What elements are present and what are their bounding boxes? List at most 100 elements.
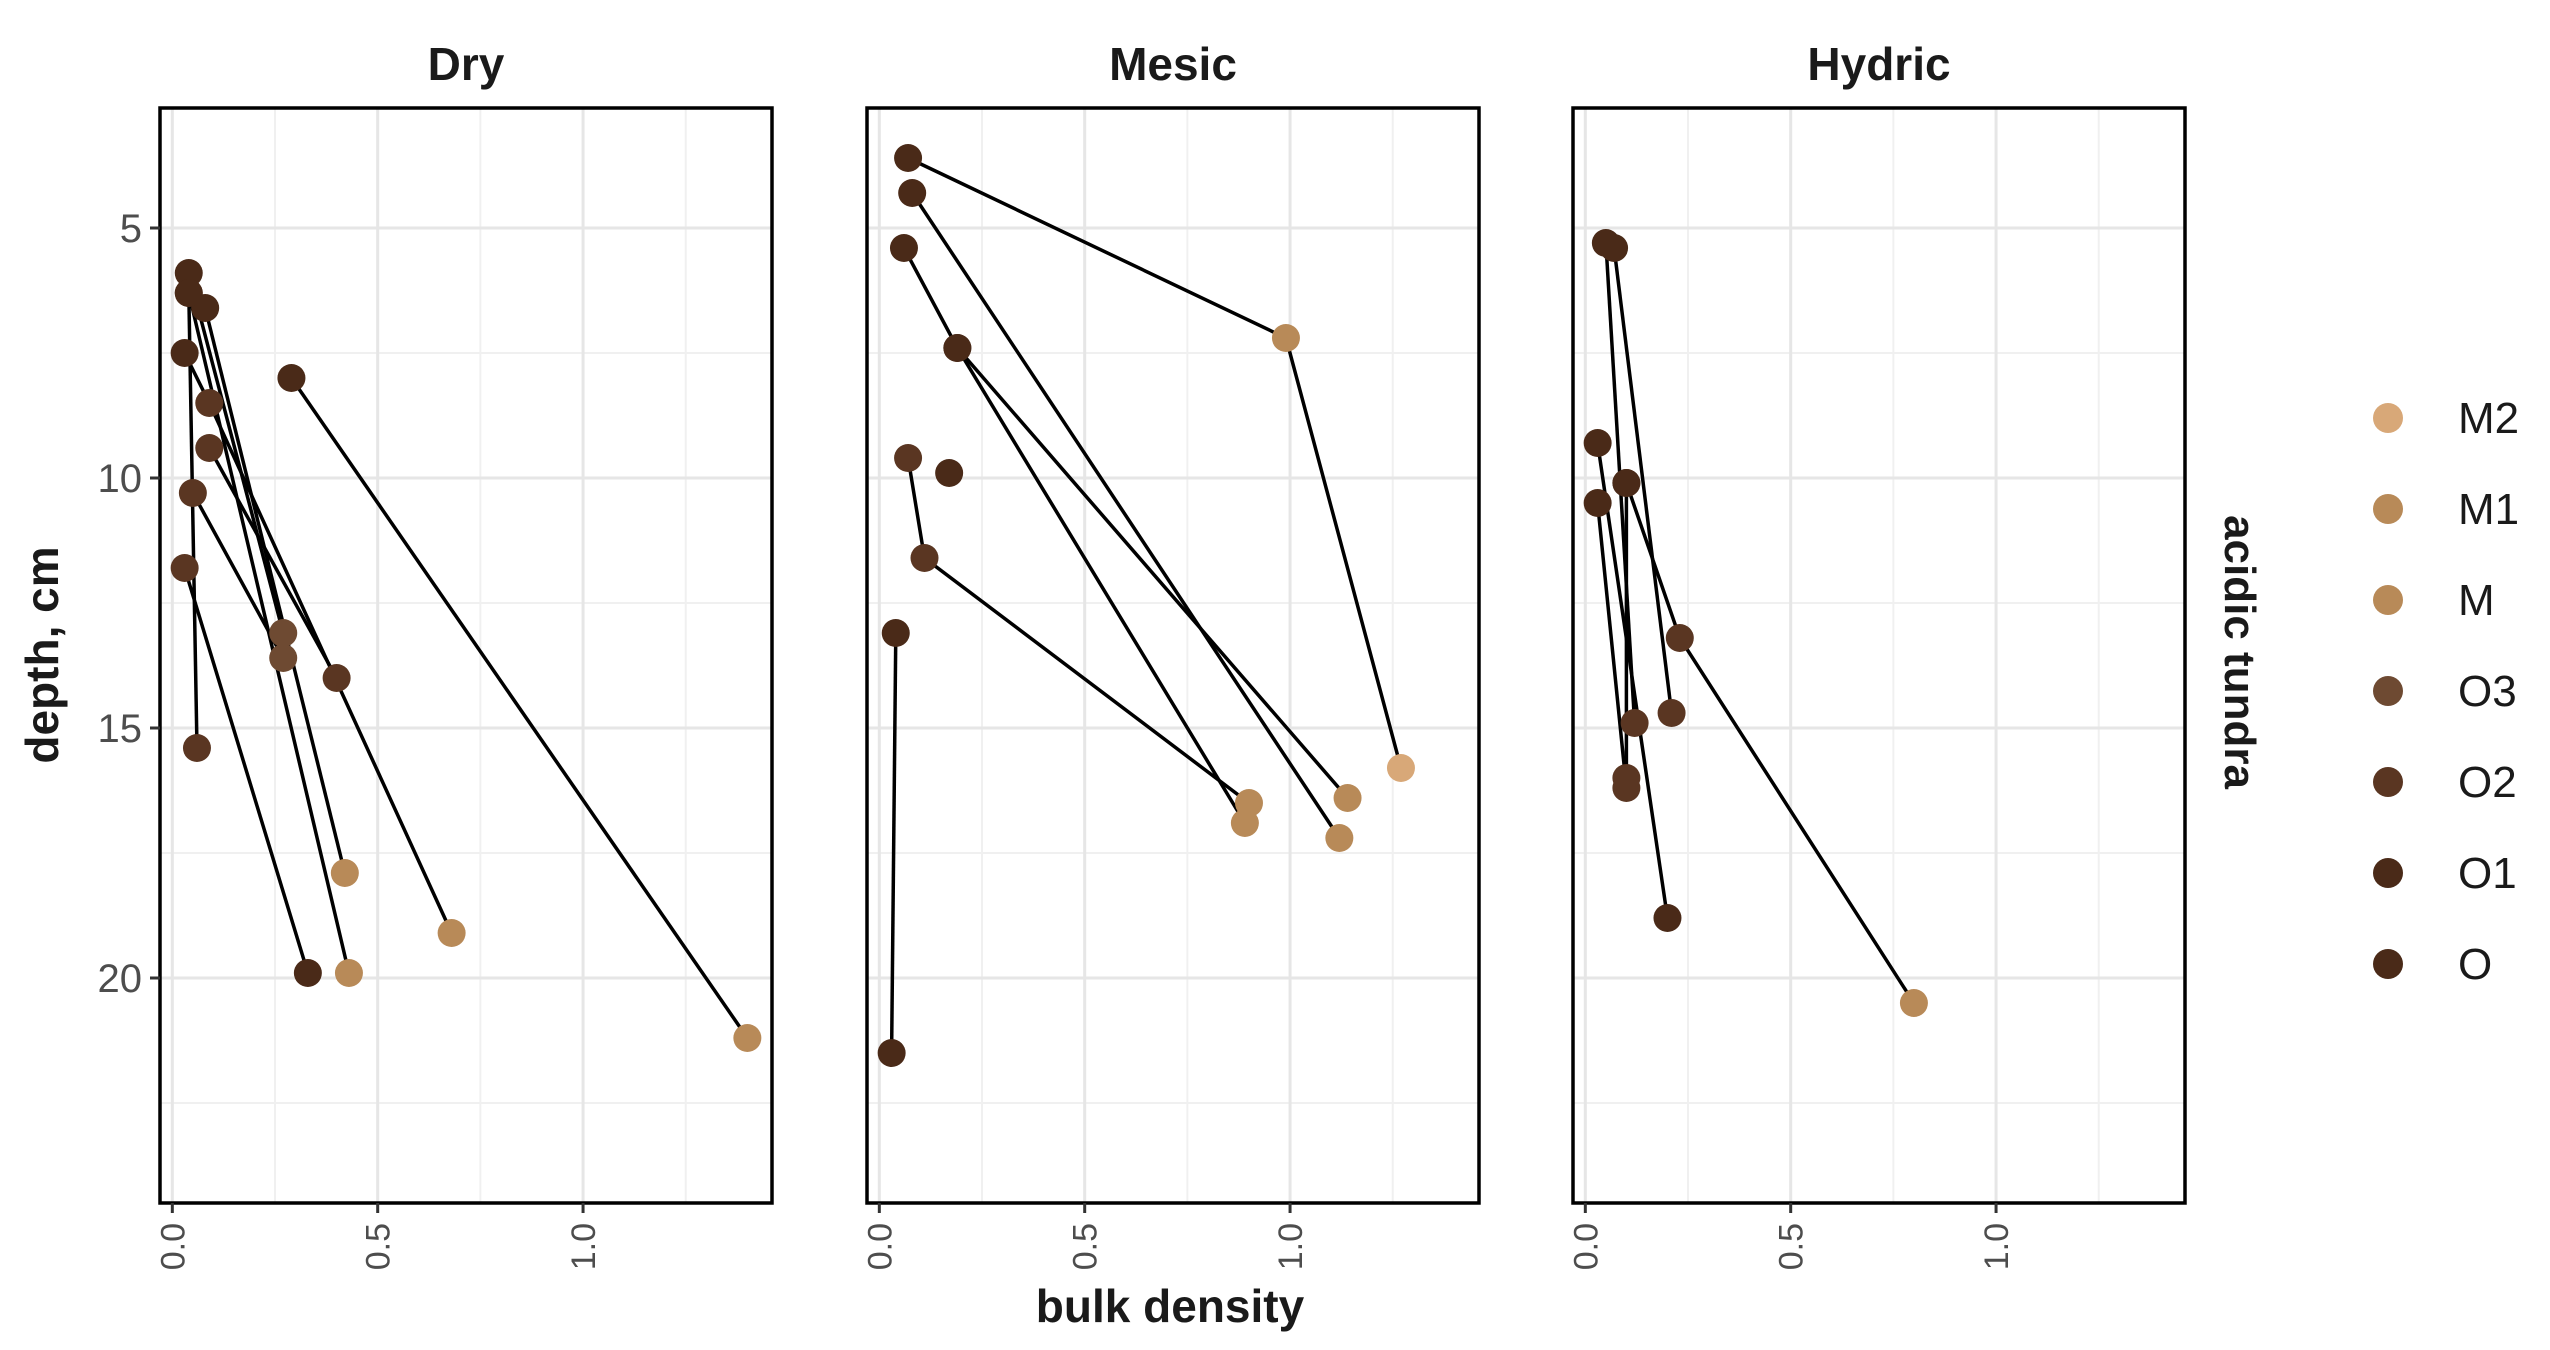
- legend-label: O3: [2458, 667, 2517, 716]
- data-point: [178, 479, 207, 507]
- data-point: [1386, 754, 1415, 782]
- panel-border: [1571, 106, 2187, 1205]
- facet-panel-hydric: Hydric 0.0 0.5 1.0: [1567, 38, 2187, 1270]
- data-point: [1620, 709, 1649, 737]
- legend-item: O: [2373, 940, 2492, 989]
- data-point: [1657, 699, 1686, 727]
- data-point: [174, 259, 203, 287]
- x-tick-label: 1.0: [565, 1223, 603, 1270]
- data-point: [293, 959, 322, 987]
- profile-line: [289, 377, 749, 1039]
- facet-panels: Dry 0.0 0.5 1.0 5 10 15 20 Mesic 0.0 0.5 1.0 Hydric 0…: [98, 38, 2187, 1270]
- legend-item: M2: [2373, 394, 2519, 443]
- data-point: [1665, 624, 1694, 652]
- data-point: [1271, 324, 1300, 352]
- data-point: [170, 339, 199, 367]
- profile-line: [1595, 502, 1629, 789]
- legend-label: O1: [2458, 849, 2517, 898]
- x-tick-label: 1.0: [1978, 1223, 2016, 1270]
- legend-swatch: [2373, 403, 2403, 433]
- data-point: [894, 144, 923, 172]
- data-point: [910, 544, 939, 572]
- data-point: [195, 434, 224, 462]
- profile-line: [1595, 442, 1670, 919]
- data-point: [195, 389, 224, 417]
- data-point: [733, 1024, 762, 1052]
- x-tick-label: 0.5: [1067, 1223, 1105, 1270]
- x-tick-label: 0.5: [1773, 1223, 1811, 1270]
- profile-line: [191, 492, 285, 659]
- legend-label: O: [2458, 940, 2492, 989]
- legend-item: O3: [2373, 667, 2517, 716]
- row-strip-label: acidic tundra: [2215, 515, 2264, 789]
- x-tick-label: 0.0: [154, 1223, 192, 1270]
- data-point: [269, 644, 298, 672]
- data-point: [1325, 824, 1354, 852]
- data-point: [881, 619, 910, 647]
- data-point: [1899, 989, 1928, 1017]
- x-tick-label: 0.5: [360, 1223, 398, 1270]
- legend-label: M: [2458, 576, 2495, 625]
- profile-line: [203, 307, 347, 874]
- panel-title: Dry: [428, 38, 505, 90]
- data-point: [170, 554, 199, 582]
- data-point: [1600, 234, 1629, 262]
- legend-item: O2: [2373, 758, 2517, 807]
- profile-line: [910, 192, 1341, 839]
- profile-line: [207, 447, 339, 679]
- legend-item: M: [2373, 576, 2495, 625]
- x-tick-label: 0.0: [1567, 1223, 1605, 1270]
- legend-swatch: [2373, 494, 2403, 524]
- x-tick-label: 0.0: [861, 1223, 899, 1270]
- legend-swatch: [2373, 858, 2403, 888]
- profile-line: [955, 347, 1247, 824]
- legend-label: O2: [2458, 758, 2517, 807]
- profile-line: [187, 292, 199, 749]
- legend-item: M1: [2373, 485, 2519, 534]
- data-point: [437, 919, 466, 947]
- data-point: [1583, 429, 1612, 457]
- profile-line: [187, 272, 285, 634]
- data-point: [943, 334, 972, 362]
- legend-label: M1: [2458, 485, 2519, 534]
- data-point: [1234, 789, 1263, 817]
- legend-item: O1: [2373, 849, 2517, 898]
- legend-swatch: [2373, 949, 2403, 979]
- x-axis-label: bulk density: [1036, 1280, 1305, 1332]
- legend-label: M2: [2458, 394, 2519, 443]
- data-point: [1612, 469, 1641, 497]
- data-point: [322, 664, 351, 692]
- panel-title: Hydric: [1807, 38, 1950, 90]
- data-point: [277, 364, 306, 392]
- legend-swatch: [2373, 767, 2403, 797]
- y-tick-label: 10: [98, 457, 143, 501]
- data-point: [877, 1039, 906, 1067]
- facet-panel-mesic: Mesic 0.0 0.5 1.0: [861, 38, 1481, 1270]
- profile-line: [889, 632, 898, 1054]
- panel-border: [158, 106, 774, 1205]
- legend-swatch: [2373, 585, 2403, 615]
- legend-swatch: [2373, 676, 2403, 706]
- y-tick-label: 15: [98, 707, 143, 751]
- data-point: [1333, 784, 1362, 812]
- y-axis-label: depth, cm: [16, 546, 68, 763]
- data-point: [269, 619, 298, 647]
- data-point: [334, 959, 363, 987]
- y-tick-label: 20: [98, 957, 143, 1001]
- profile-line: [906, 457, 1251, 805]
- data-point: [174, 279, 203, 307]
- data-point: [898, 179, 927, 207]
- data-point: [182, 734, 211, 762]
- data-point: [330, 859, 359, 887]
- data-point: [894, 444, 923, 472]
- facet-panel-dry: Dry 0.0 0.5 1.0 5 10 15 20: [98, 38, 774, 1270]
- profile-line: [182, 567, 310, 974]
- panel-title: Mesic: [1109, 38, 1237, 90]
- data-point: [1583, 489, 1612, 517]
- profile-line: [1612, 247, 1674, 714]
- data-point: [935, 459, 964, 487]
- data-point: [1653, 904, 1682, 932]
- data-point: [889, 234, 918, 262]
- legend: M2 M1 M O3 O2 O1 O: [2373, 394, 2519, 989]
